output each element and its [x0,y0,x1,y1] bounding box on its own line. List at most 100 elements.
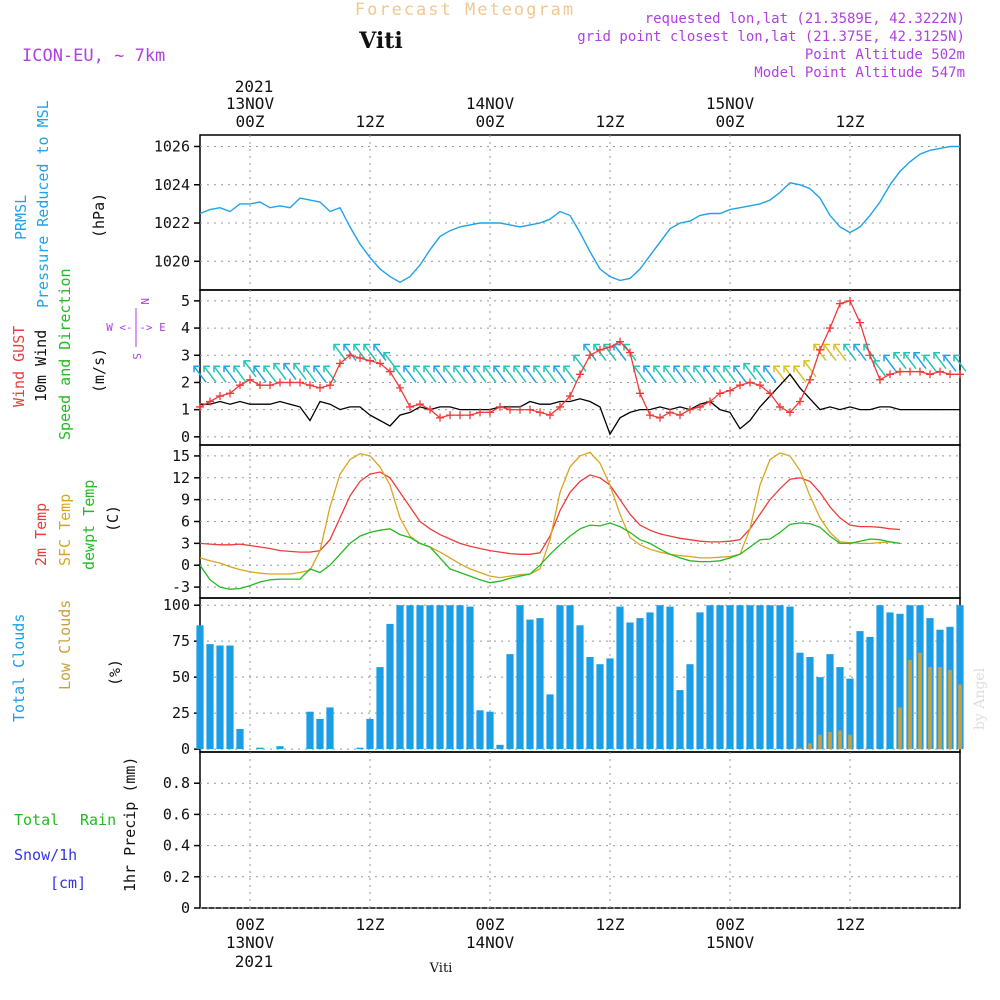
wind-gust-marker [806,375,814,384]
total-clouds-bar [846,678,854,750]
total-clouds-bar [836,667,844,750]
wind-ylabels: Wind GUST 10m Wind Speed and Direction (… [10,268,166,440]
wind-arrow-shaft [733,365,747,383]
total-clouds-bar [766,605,774,750]
total-clouds-bar [736,605,744,750]
wind-arrow-shaft [193,365,207,383]
wind-arrow-head [373,343,380,351]
total-clouds-bar [716,605,724,750]
wind-arrow-head [663,365,670,373]
total-clouds-bar [196,625,204,750]
station-name: Viti [358,28,403,54]
wind-arrow-head [913,351,920,359]
wind-direction-arrow [743,362,757,381]
low-clouds-bar [838,730,842,750]
wind-gust-marker [386,367,394,376]
wind-direction-arrow [193,365,207,383]
wind-arrow-head [903,351,910,359]
wind-gust-marker [596,345,604,354]
wind-gust-marker [836,299,844,308]
wind-arrow-head [943,354,950,362]
wind-arrow-shaft [283,363,297,381]
wind-arrow-head [513,365,520,373]
total-clouds-bar [566,605,574,750]
wind-arrow-head [483,365,490,373]
total-clouds-bar [816,677,824,750]
wind-arrow-head [543,365,550,373]
wind-arrow-shaft [273,363,287,381]
low-clouds-bar [818,734,822,750]
wind-gust-marker [956,370,964,379]
wind-arrow-shaft [773,365,787,383]
wind-arrow-shaft [563,365,577,383]
wind-ytick-label: 0 [181,428,190,446]
wind-arrow-head [323,365,330,373]
wind-arrow-shaft [523,365,537,383]
wind-arrow-shaft [643,365,657,383]
wind-gust-marker [656,413,664,422]
wind-direction-arrow [693,365,707,383]
total-clouds-bar [646,612,654,750]
total-clouds-bar [236,729,244,750]
wind-direction-arrow [543,365,557,383]
wind-direction-arrow [263,365,277,383]
wind-arrow-head [303,365,310,373]
clouds-ytick-label: 0 [181,740,190,758]
hpa-unit-label: (hPa) [90,193,108,238]
top-time-label: 00Z [236,112,265,131]
wind-direction-arrow [703,365,717,383]
wind-gust-marker [196,402,204,411]
wind-gust-marker [566,392,574,401]
wind-direction-arrow [393,365,407,383]
wind-gust-marker [246,375,254,384]
wind-direction-arrow [903,351,917,370]
wind-direction-arrow [223,365,237,383]
wind-unit-label: (m/s) [90,348,108,393]
wind-gust-marker [856,318,864,327]
total-clouds-bar [326,707,334,750]
wind-arrow-head [953,354,960,362]
wind-gust-marker [306,381,314,390]
total-clouds-bar [866,636,874,750]
wind-direction-arrow [833,343,847,361]
total-clouds-bar [306,711,314,750]
wind-direction-arrow [433,365,447,383]
wind-gust-marker [946,370,954,379]
wind-arrow-shaft [483,365,497,383]
wind-arrow-head [503,365,510,373]
wind-direction-arrow [473,365,487,383]
wind-arrow-head [293,362,300,370]
wind-gust-marker [746,378,754,387]
wind-arrow-head [333,343,340,351]
wind-arrow-shaft [363,344,377,361]
total-clouds-bar [606,658,614,750]
wind-arrow-head [793,365,800,373]
temp-unit-label: (C) [104,505,122,532]
total-clouds-bar [396,605,404,750]
wind-direction-arrow [843,343,857,361]
total-clouds-bar [276,746,284,750]
wind-ytick-label: 4 [181,319,190,337]
wind-arrow-head [403,365,410,373]
wind-arrow-head [753,365,760,373]
precip-ylabels: Total Rain Snow/1h [cm] 1hr Precip (mm) [14,757,139,892]
wind-direction-arrow [483,365,497,383]
wind-arrow-head [583,343,590,351]
temperature-panel: -3 0 3 6 9 12 15 [172,444,961,599]
total-clouds-bar [226,645,234,750]
wind-gust-marker [316,383,324,392]
precip-cm-label: [cm] [50,874,86,892]
total-clouds-bar [886,612,894,750]
wind-gust-marker [336,359,344,368]
top-date-label: 15NOV [706,94,755,113]
wind-direction-arrow [413,365,427,383]
temp-ylabels: 2m Temp SFC Temp dewpt Temp (C) [32,480,122,570]
top-date-label: 13NOV [226,94,275,113]
wind-arrow-shaft [843,344,857,361]
footer-station: Viti [429,961,453,976]
precip-panel: 0 0.2 0.4 0.6 0.8 [163,751,961,917]
low-clouds-bar [908,659,912,750]
total-clouds-bar [206,644,214,750]
